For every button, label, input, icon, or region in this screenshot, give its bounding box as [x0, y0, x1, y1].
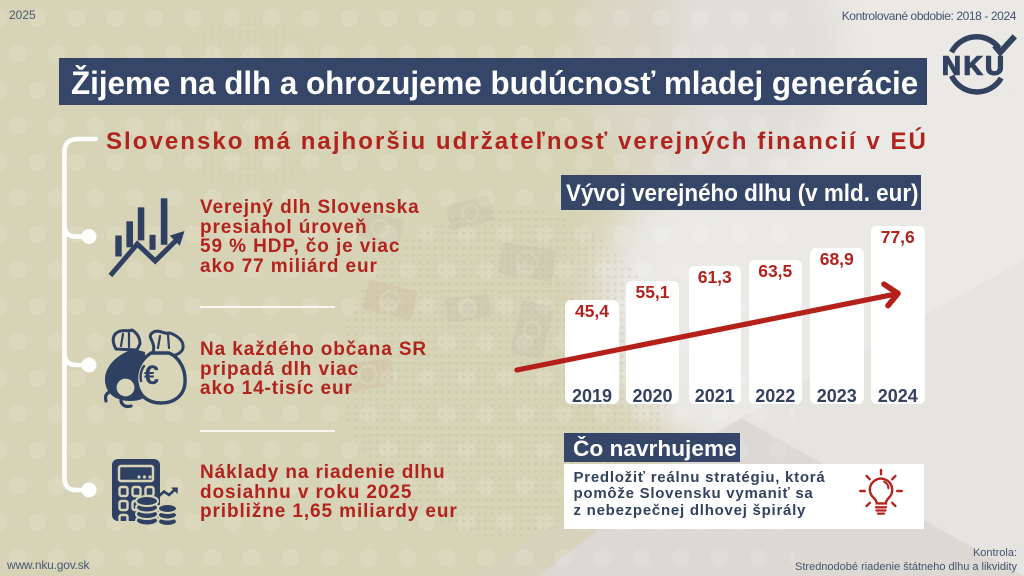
svg-text:€: € [144, 360, 159, 390]
svg-text:NKU: NKU [942, 51, 1007, 81]
